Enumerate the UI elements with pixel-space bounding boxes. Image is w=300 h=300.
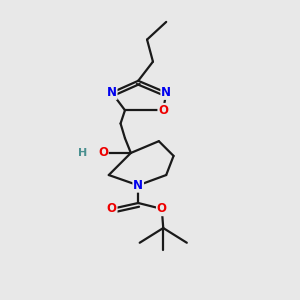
Text: O: O [107, 202, 117, 215]
Text: N: N [133, 179, 143, 192]
Text: N: N [107, 86, 117, 99]
Text: O: O [98, 146, 108, 159]
Text: O: O [157, 202, 167, 215]
Text: N: N [161, 86, 171, 99]
Text: H: H [78, 148, 88, 158]
Text: O: O [158, 104, 168, 117]
